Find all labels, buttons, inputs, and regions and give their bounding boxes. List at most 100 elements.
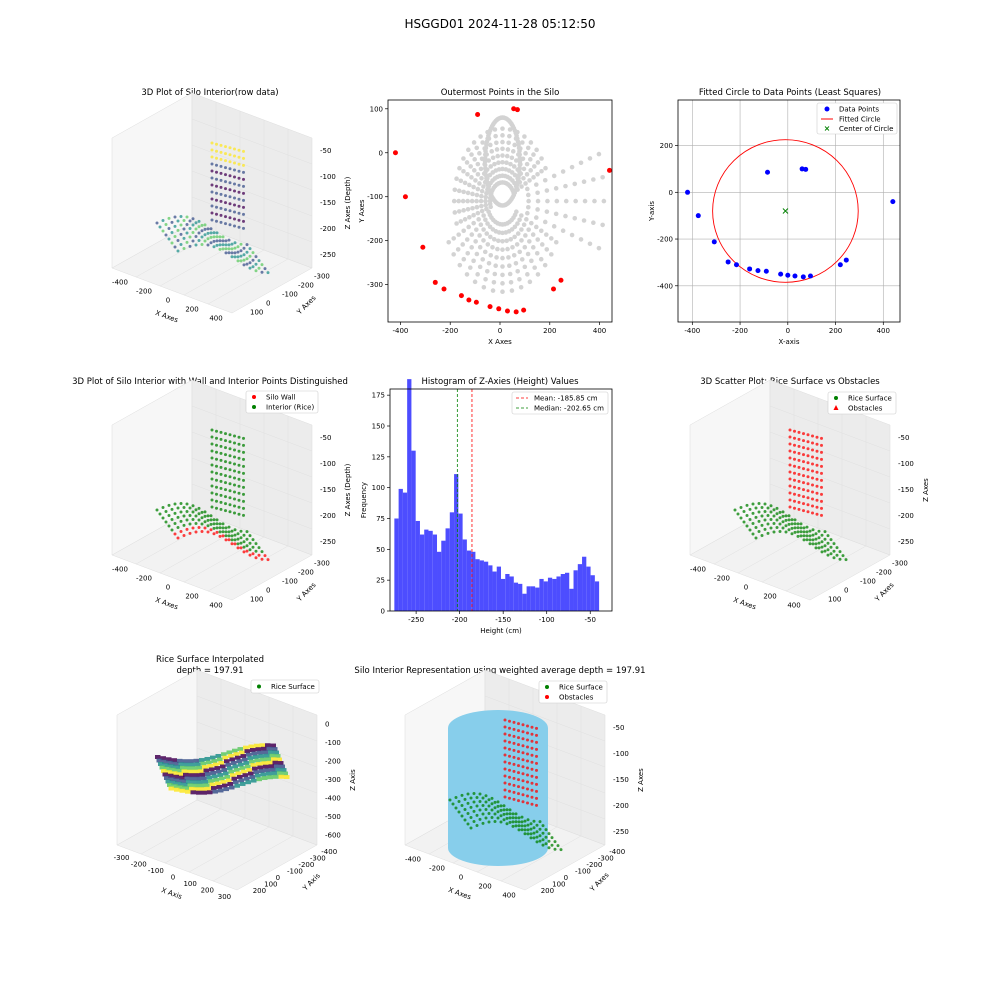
- p6-point: [793, 518, 797, 522]
- p4-point: [185, 509, 189, 513]
- p1-point: [182, 236, 186, 240]
- grey-point: [534, 147, 539, 153]
- hist-bar: [582, 556, 587, 611]
- p1-point: [224, 145, 227, 149]
- p7-surface-cell: [224, 759, 230, 764]
- p4-point: [179, 530, 183, 534]
- grey-point: [512, 224, 518, 230]
- hist-ytick-label: 100: [372, 484, 385, 492]
- p1-point: [248, 266, 252, 270]
- p6-point: [742, 520, 746, 524]
- outermost-frame: [387, 99, 613, 323]
- p1-point: [218, 247, 222, 251]
- outermost-point: [551, 286, 557, 292]
- p7-xlabel: X Axis: [160, 886, 183, 901]
- p6-point: [790, 518, 794, 522]
- p7-xtick-label: -100: [148, 867, 164, 875]
- p8-point: [505, 816, 509, 820]
- outermost-point: [473, 299, 479, 305]
- p7-surface-cell: [255, 747, 261, 752]
- hist-bar: [535, 587, 540, 611]
- p6-point: [808, 529, 812, 533]
- p1-point: [194, 221, 198, 225]
- p4-point: [194, 530, 198, 534]
- p7-surface-cell: [269, 753, 275, 758]
- outermost-point: [558, 277, 564, 283]
- p1-point: [233, 224, 236, 228]
- p7-surface-cell: [189, 762, 195, 767]
- p1-point: [239, 242, 243, 246]
- p6-point: [806, 475, 810, 479]
- p1-point: [224, 247, 228, 251]
- p1-point: [185, 222, 189, 226]
- p6-point: [817, 546, 821, 550]
- panel1-title: 3D Plot of Silo Interior(row data): [141, 88, 279, 98]
- p6-point: [788, 428, 792, 432]
- p6-point: [793, 450, 796, 454]
- p1-point: [233, 196, 236, 200]
- p1-point: [176, 219, 180, 223]
- p7-surface-cell: [232, 764, 238, 769]
- grey-point: [512, 234, 517, 240]
- p7-surface-cell: [171, 780, 177, 785]
- p4-point: [248, 548, 252, 552]
- p6-point: [811, 441, 814, 445]
- p1-point: [215, 142, 218, 146]
- hist-bar: [454, 474, 459, 611]
- grey-point: [517, 159, 523, 164]
- p7-surface-cell: [212, 774, 218, 779]
- grey-point: [510, 245, 515, 250]
- p1-point: [210, 211, 214, 215]
- p7-surface-cell: [267, 775, 273, 780]
- grey-point: [514, 209, 519, 215]
- grey-point: [525, 186, 530, 192]
- grey-point: [518, 284, 524, 290]
- grey-point: [474, 204, 480, 210]
- outermost-point: [511, 106, 517, 112]
- p8-point: [547, 832, 551, 836]
- grey-point: [563, 198, 569, 204]
- p1-point: [215, 243, 219, 247]
- p7-surface-cell: [211, 759, 217, 764]
- grey-point: [469, 232, 475, 237]
- p8-point: [535, 733, 538, 737]
- grey-point: [491, 237, 497, 242]
- p4-point: [200, 529, 204, 533]
- p4-point: [215, 450, 218, 454]
- hist-bar: [398, 488, 403, 611]
- circle-xlabel: X-axis: [779, 338, 800, 346]
- grey-point: [461, 208, 466, 213]
- p8-point: [530, 774, 534, 778]
- p4-point: [173, 502, 177, 506]
- p7-surface-cell: [168, 786, 174, 791]
- p6-point: [781, 514, 785, 518]
- p8-point: [496, 816, 500, 820]
- circle-ytick-label: -200: [657, 236, 673, 244]
- p1-point: [179, 223, 183, 227]
- p4-point: [233, 455, 236, 459]
- p6-point: [805, 534, 809, 538]
- p7-surface-cell: [183, 772, 189, 777]
- grey-point: [469, 175, 474, 180]
- grey-point: [526, 227, 531, 232]
- p6-point: [751, 522, 755, 526]
- p7-ytick-label: 0: [276, 874, 280, 882]
- p4-point: [257, 553, 261, 557]
- p6-point: [823, 549, 827, 553]
- outermost-point: [514, 107, 520, 113]
- grey-point: [563, 213, 568, 219]
- p7-surface-cell: [210, 770, 216, 775]
- p7-surface-cell: [204, 756, 210, 761]
- p7-surface-cell: [243, 761, 249, 766]
- grey-point: [478, 134, 483, 139]
- p1-point: [233, 189, 236, 193]
- p1-ytick-label: 100: [250, 309, 263, 317]
- p1-point: [248, 254, 252, 258]
- p1-point: [164, 233, 168, 237]
- p6-point: [781, 510, 785, 514]
- grey-point: [480, 140, 485, 145]
- p4-point: [242, 443, 245, 447]
- p8-point: [469, 805, 473, 809]
- grey-point: [528, 168, 533, 173]
- hist-bar: [411, 450, 416, 611]
